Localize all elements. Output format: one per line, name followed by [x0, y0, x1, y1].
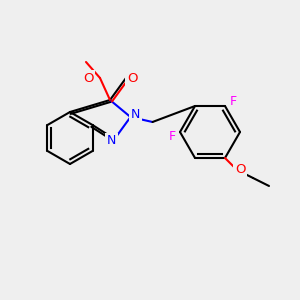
- Text: N: N: [131, 109, 140, 122]
- Text: O: O: [83, 71, 94, 85]
- Text: F: F: [168, 130, 175, 143]
- Text: F: F: [230, 94, 237, 107]
- Text: N: N: [107, 134, 116, 148]
- Text: O: O: [127, 71, 137, 85]
- Text: O: O: [235, 164, 245, 176]
